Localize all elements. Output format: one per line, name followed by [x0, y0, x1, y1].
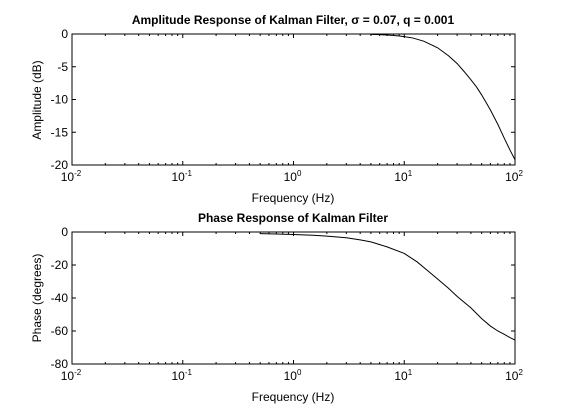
- amplitude-x-tick-label: 102: [505, 169, 523, 184]
- amplitude-x-tick-label: 10-1: [172, 169, 193, 184]
- tick-label-base: 10: [505, 369, 519, 383]
- phase-plot-area: [71, 231, 516, 365]
- amplitude-y-tick-label: -10: [51, 93, 69, 107]
- tick-label-exponent: -2: [74, 368, 82, 377]
- phase-y-tick-label: 0: [61, 225, 68, 239]
- amplitude-x-tick-label: 101: [394, 169, 412, 184]
- phase-y-tick-label: -60: [51, 324, 69, 338]
- tick-label-exponent: -1: [185, 169, 193, 178]
- phase-y-axis-label: Phase (degrees): [30, 254, 44, 343]
- amplitude-y-axis-label: Amplitude (dB): [30, 60, 44, 139]
- phase-y-tick-label: -40: [51, 291, 69, 305]
- amplitude-response-line: [370, 33, 516, 160]
- phase-chart: Phase Response of Kalman Filter 10-2 10-1…: [30, 211, 523, 404]
- phase-x-tick-label: 10-1: [172, 368, 193, 383]
- amplitude-x-tick-label: 100: [284, 169, 302, 184]
- amplitude-y-tick-label: -5: [57, 60, 68, 74]
- phase-response-line: [260, 233, 516, 341]
- tick-label-exponent: 2: [518, 169, 523, 178]
- tick-label-base: 10: [61, 369, 75, 383]
- tick-label-base: 10: [394, 369, 408, 383]
- tick-label-base: 10: [505, 170, 519, 184]
- tick-label-exponent: 1: [408, 169, 413, 178]
- phase-x-tick-label: 100: [284, 368, 302, 383]
- tick-label-base: 10: [284, 369, 298, 383]
- tick-label-exponent: -1: [185, 368, 193, 377]
- tick-label-exponent: 0: [297, 368, 302, 377]
- amplitude-chart-title: Amplitude Response of Kalman Filter, σ =…: [132, 13, 455, 27]
- tick-label-base: 10: [284, 170, 298, 184]
- amplitude-x-axis-label: Frequency (Hz): [252, 191, 335, 205]
- phase-chart-title: Phase Response of Kalman Filter: [198, 211, 388, 225]
- tick-label-base: 10: [172, 170, 186, 184]
- phase-ticks: [71, 231, 516, 365]
- tick-label-base: 10: [394, 170, 408, 184]
- phase-x-tick-label: 101: [394, 368, 412, 383]
- phase-x-axis-label: Frequency (Hz): [252, 390, 335, 404]
- phase-y-tick-label: -80: [51, 357, 69, 371]
- tick-label-exponent: 2: [518, 368, 523, 377]
- tick-label-base: 10: [61, 170, 75, 184]
- phase-x-tick-label: 10-2: [61, 368, 82, 383]
- amplitude-y-tick-label: 0: [61, 27, 68, 41]
- phase-x-tick-label: 102: [505, 368, 523, 383]
- tick-label-base: 10: [172, 369, 186, 383]
- tick-label-exponent: -2: [74, 169, 82, 178]
- amplitude-y-tick-label: -20: [51, 158, 69, 172]
- phase-y-tick-label: -20: [51, 258, 69, 272]
- amplitude-x-tick-label: 10-2: [61, 169, 82, 184]
- amplitude-chart: Amplitude Response of Kalman Filter, σ =…: [30, 13, 523, 205]
- amplitude-y-tick-label: -15: [51, 125, 69, 139]
- tick-label-exponent: 0: [297, 169, 302, 178]
- amplitude-plot-area: [71, 33, 516, 166]
- tick-label-exponent: 1: [408, 368, 413, 377]
